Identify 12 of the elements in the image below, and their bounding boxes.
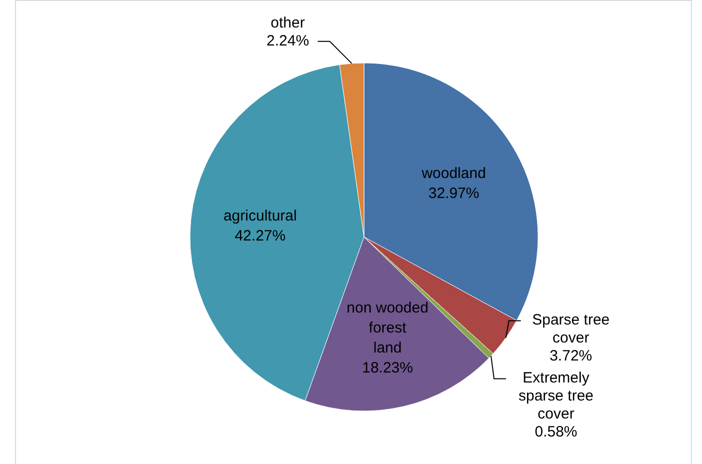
- slice-label: non wooded forest land: [346, 300, 428, 357]
- data-label: 2.24%: [266, 32, 310, 50]
- data-label: 42.27%: [234, 227, 286, 244]
- data-label: 18.23%: [362, 360, 413, 377]
- data-label: 3.72%: [550, 348, 592, 365]
- data-label: 0.58%: [534, 424, 578, 441]
- slice-label: woodland: [420, 164, 486, 182]
- slice-label: other: [270, 14, 305, 32]
- slice-label: Sparse tree cover: [532, 312, 610, 347]
- slice-label: agricultural: [223, 207, 297, 224]
- slice-label: Extremely sparse tree cover: [518, 370, 594, 423]
- data-label: 32.97%: [428, 184, 480, 202]
